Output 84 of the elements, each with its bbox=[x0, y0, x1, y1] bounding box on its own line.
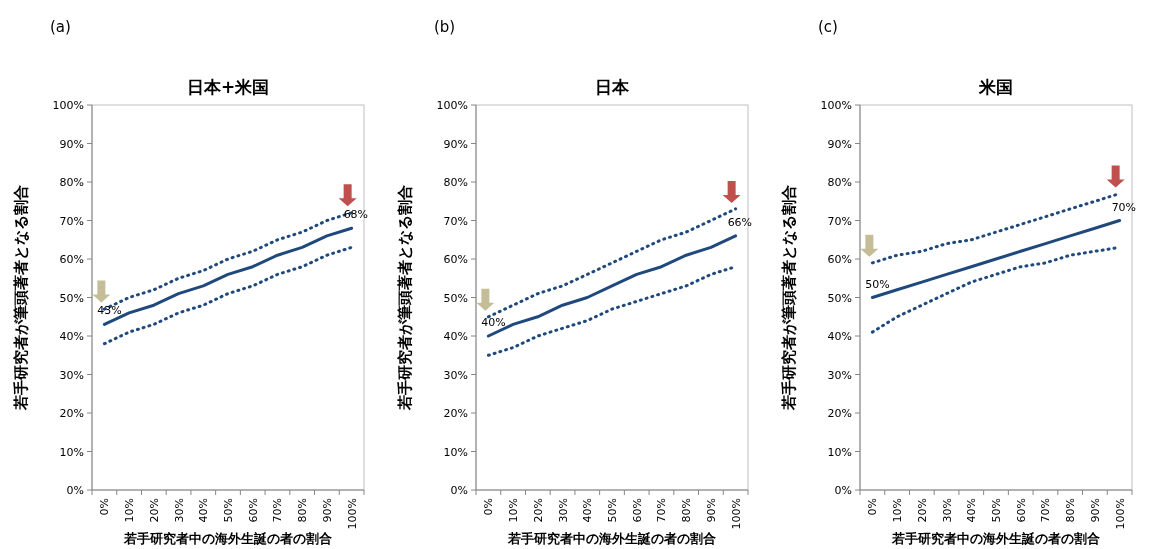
text: (a) bbox=[50, 18, 71, 36]
y-axis-title: 若手研究者が筆頭著者となる割合 bbox=[780, 185, 798, 411]
y-tick-label: 100% bbox=[436, 99, 468, 112]
x-tick-label: 20% bbox=[915, 498, 929, 523]
y-tick-label: 90% bbox=[827, 137, 852, 151]
x-tick-label: 80% bbox=[1064, 498, 1078, 523]
x-tick-label: 10% bbox=[507, 498, 521, 523]
chart-title: 米国 bbox=[978, 77, 1013, 97]
annotation: 70% bbox=[1111, 200, 1137, 214]
text: (b) bbox=[434, 18, 456, 36]
y-tick-label: 10% bbox=[827, 445, 852, 459]
x-tick-label: 30% bbox=[172, 498, 186, 523]
y-tick-label: 40% bbox=[59, 330, 84, 343]
y-tick-label: 70% bbox=[59, 214, 84, 228]
y-tick-label: 80% bbox=[59, 176, 84, 189]
y-axis-title: 若手研究者が筆頭著者となる割合 bbox=[396, 185, 414, 411]
y-tick-label: 50% bbox=[59, 291, 84, 305]
x-tick-label: 50% bbox=[222, 498, 235, 523]
x-axis-title: 若手研究者中の海外生誕の者の割合 bbox=[123, 531, 332, 546]
annotation: 43% bbox=[97, 304, 122, 318]
x-tick-label: 100% bbox=[729, 498, 743, 530]
x-tick-label: 80% bbox=[296, 498, 310, 523]
text: (c) bbox=[818, 18, 838, 36]
x-tick-label: 60% bbox=[1014, 498, 1028, 523]
x-tick-label: 50% bbox=[990, 498, 1003, 523]
x-axis-title: 若手研究者中の海外生誕の者の割合 bbox=[891, 531, 1100, 546]
x-tick-label: 70% bbox=[271, 498, 285, 523]
x-tick-label: 60% bbox=[630, 498, 644, 523]
x-tick-label: 0% bbox=[98, 498, 112, 516]
y-tick-label: 70% bbox=[443, 214, 468, 228]
y-tick-label: 80% bbox=[443, 176, 468, 189]
x-tick-label: 100% bbox=[345, 498, 359, 530]
x-tick-label: 0% bbox=[866, 498, 880, 516]
y-tick-label: 20% bbox=[827, 407, 852, 420]
x-tick-label: 10% bbox=[123, 498, 137, 523]
x-tick-label: 10% bbox=[891, 498, 905, 523]
y-tick-label: 40% bbox=[827, 330, 852, 343]
chart-title: 日本+米国 bbox=[186, 77, 270, 97]
y-tick-label: 100% bbox=[820, 99, 852, 112]
x-tick-label: 40% bbox=[197, 498, 211, 523]
x-tick-label: 20% bbox=[147, 498, 161, 523]
x-tick-label: 60% bbox=[246, 498, 260, 523]
x-tick-label: 90% bbox=[320, 498, 334, 523]
annotation: 68% bbox=[343, 208, 369, 222]
x-tick-label: 30% bbox=[940, 498, 954, 523]
x-tick-label: 90% bbox=[704, 498, 718, 523]
x-axis-title: 若手研究者中の海外生誕の者の割合 bbox=[507, 531, 716, 546]
y-axis-title: 若手研究者が筆頭著者となる割合 bbox=[12, 185, 30, 411]
y-tick-label: 100% bbox=[52, 99, 84, 112]
chart-title: 日本 bbox=[595, 77, 630, 97]
x-tick-label: 30% bbox=[556, 498, 570, 523]
x-tick-label: 90% bbox=[1088, 498, 1102, 523]
y-tick-label: 70% bbox=[827, 214, 852, 228]
y-tick-label: 30% bbox=[59, 368, 84, 382]
annotation: 40% bbox=[481, 316, 506, 329]
y-tick-label: 40% bbox=[443, 330, 468, 343]
y-tick-label: 20% bbox=[443, 407, 468, 420]
y-tick-label: 0% bbox=[450, 484, 468, 497]
x-tick-label: 50% bbox=[606, 498, 619, 523]
y-tick-label: 90% bbox=[443, 137, 468, 151]
y-tick-label: 0% bbox=[834, 484, 852, 497]
y-tick-label: 10% bbox=[443, 445, 468, 459]
y-tick-label: 30% bbox=[827, 368, 852, 382]
y-tick-label: 50% bbox=[827, 291, 852, 305]
y-tick-label: 20% bbox=[59, 407, 84, 420]
x-tick-label: 80% bbox=[680, 498, 694, 523]
y-tick-label: 0% bbox=[66, 484, 84, 497]
x-tick-label: 20% bbox=[531, 498, 545, 523]
y-tick-label: 10% bbox=[59, 445, 84, 459]
x-tick-label: 0% bbox=[482, 498, 496, 516]
annotation: 50% bbox=[865, 277, 890, 291]
annotation: 66% bbox=[727, 215, 753, 229]
x-tick-label: 40% bbox=[965, 498, 979, 523]
y-tick-label: 60% bbox=[827, 253, 852, 266]
x-tick-label: 40% bbox=[581, 498, 595, 523]
y-tick-label: 30% bbox=[443, 368, 468, 382]
y-tick-label: 80% bbox=[827, 176, 852, 189]
y-tick-label: 50% bbox=[443, 291, 468, 305]
x-tick-label: 70% bbox=[655, 498, 669, 523]
y-tick-label: 90% bbox=[59, 137, 84, 151]
x-tick-label: 100% bbox=[1113, 498, 1127, 530]
y-tick-label: 60% bbox=[443, 253, 468, 266]
y-tick-label: 60% bbox=[59, 253, 84, 266]
x-tick-label: 70% bbox=[1039, 498, 1053, 523]
